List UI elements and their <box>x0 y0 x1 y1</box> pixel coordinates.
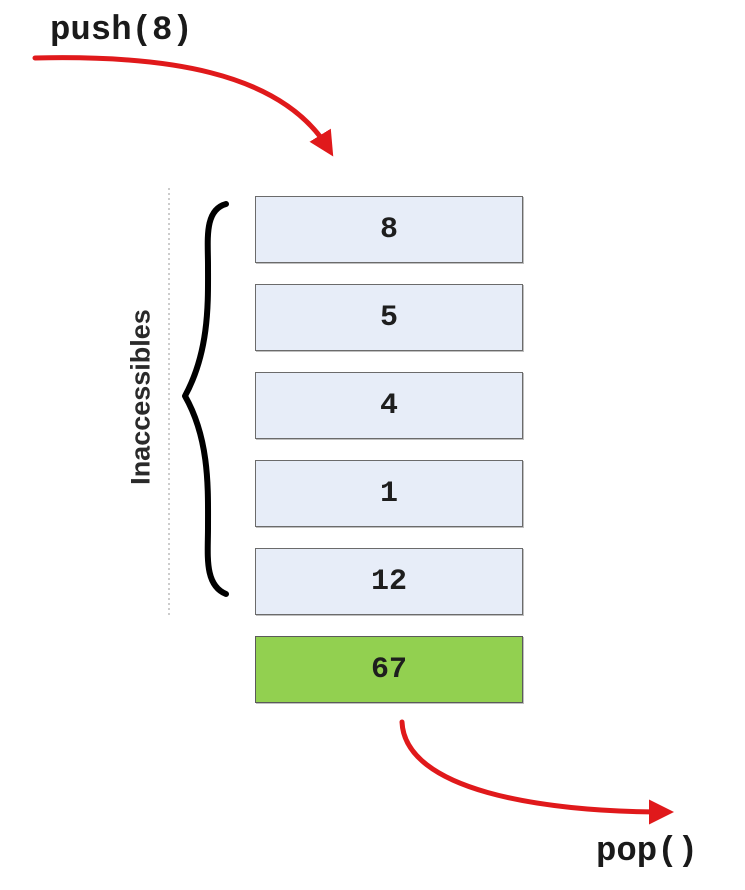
pop-operation-label: pop() <box>596 833 699 871</box>
pop-arrow <box>399 719 674 825</box>
stack-cell-accessible: 67 <box>255 636 523 703</box>
inaccessible-group-label: Inaccessibles <box>125 309 156 485</box>
stack-cell: 12 <box>255 548 523 615</box>
push-arrow <box>32 55 334 157</box>
push-operation-label: push(8) <box>50 12 193 50</box>
stack: 8 5 4 1 12 67 <box>255 196 523 724</box>
curly-brace <box>182 201 229 597</box>
stack-cell: 5 <box>255 284 523 351</box>
stack-cell: 8 <box>255 196 523 263</box>
stack-cell: 1 <box>255 460 523 527</box>
stack-cell: 4 <box>255 372 523 439</box>
